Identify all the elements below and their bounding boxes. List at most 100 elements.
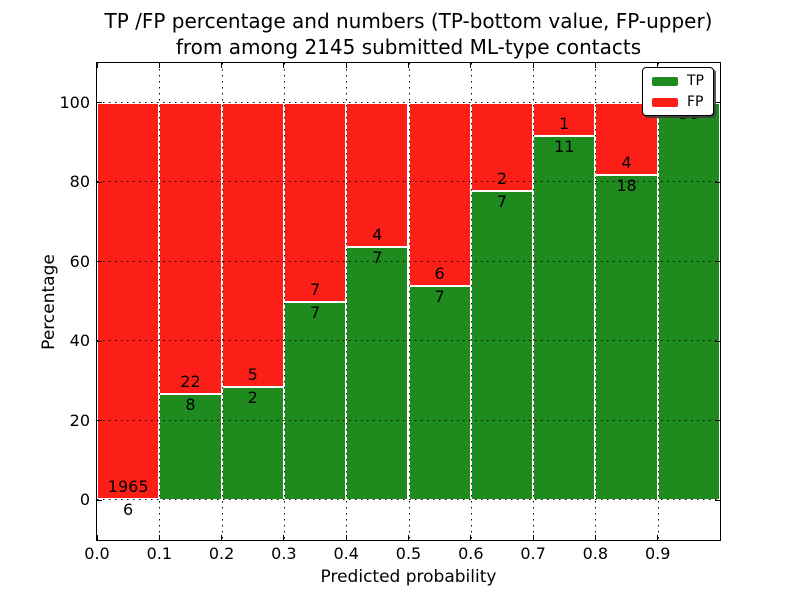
- y-gridline: [97, 499, 720, 501]
- fp-count-label: 22: [180, 372, 201, 392]
- bar-fp-segment: [97, 102, 160, 500]
- x-tick-mark: [594, 535, 596, 540]
- x-tick-mark: [283, 535, 285, 540]
- x-tick-mark: [719, 63, 721, 68]
- legend-label-fp: FP: [687, 94, 704, 110]
- x-tick-label: 0.4: [333, 544, 359, 563]
- y-tick-label: 100: [59, 92, 90, 112]
- y-tick-label: 0: [79, 490, 90, 510]
- y-tick-mark: [715, 340, 720, 342]
- x-tick-label: 0.2: [208, 544, 235, 563]
- y-tick-label: 40: [69, 331, 90, 351]
- bar-tp-segment: [533, 135, 596, 501]
- bar-fp-segment: [221, 102, 284, 387]
- x-tick-label: 0.8: [582, 544, 609, 563]
- tp-count-label: 7: [434, 287, 445, 307]
- plot-area: Percentage Predicted probability 1965 6 22…: [39, 62, 721, 587]
- x-tick-mark: [532, 535, 534, 540]
- x-tick-mark: [408, 535, 409, 540]
- tp-count-label: 6: [123, 500, 134, 520]
- bar-fp-segment: [283, 102, 347, 302]
- fp-count-label: 5: [247, 364, 258, 384]
- legend-entry-fp: FP: [652, 95, 704, 109]
- bar-tp-segment: [595, 175, 658, 501]
- bar-fp-segment: [470, 102, 534, 192]
- fp-count-label: 1965: [107, 477, 149, 497]
- fp-count-label: 1: [559, 113, 570, 133]
- y-tick-mark: [97, 499, 102, 501]
- x-tick-mark: [283, 63, 285, 68]
- tp-count-label: 7: [496, 192, 508, 212]
- x-tick-mark: [532, 63, 534, 68]
- x-tick-mark: [96, 535, 98, 540]
- tp-swatch-icon: [652, 76, 678, 86]
- y-tick-mark: [97, 181, 102, 183]
- y-gridline: [97, 101, 720, 103]
- bar-tp-segment: [657, 102, 720, 501]
- x-tick-label: 0.1: [146, 544, 173, 563]
- x-tick-mark: [221, 535, 223, 540]
- bar-tp-segment: [159, 394, 222, 501]
- y-tick-mark: [715, 181, 720, 183]
- x-tick-mark: [221, 63, 223, 68]
- x-tick-mark: [470, 63, 472, 68]
- y-axis-label-wrap: Percentage: [39, 63, 59, 540]
- bar-tp-segment: [346, 247, 409, 501]
- bar-tp-segment: [470, 191, 534, 501]
- fp-count-label: 4: [372, 225, 383, 245]
- y-tick-label: 20: [69, 410, 90, 430]
- x-tick-mark: [657, 63, 659, 68]
- x-tick-label: 0.0: [84, 544, 110, 563]
- tp-count-label: 2: [247, 387, 258, 407]
- bar-fp-segment: [346, 102, 409, 248]
- x-gridline: [408, 63, 410, 540]
- tp-count-label: 8: [185, 395, 196, 415]
- tp-count-label: 7: [372, 248, 383, 268]
- bar-tp-segment: [408, 286, 471, 501]
- x-gridline: [221, 63, 223, 540]
- x-tick-mark: [345, 63, 347, 68]
- y-tick-mark: [715, 102, 720, 104]
- y-tick-mark: [97, 261, 102, 263]
- bar-fp-segment: [408, 102, 471, 287]
- y-gridline: [97, 419, 720, 421]
- x-gridline: [346, 63, 348, 540]
- y-gridline: [97, 260, 720, 262]
- x-tick-mark: [470, 535, 472, 540]
- fp-swatch-icon: [652, 97, 678, 107]
- fp-count-label: 4: [621, 153, 632, 173]
- bar-fp-segment: [159, 102, 222, 395]
- x-tick-mark: [96, 63, 98, 68]
- x-tick-mark: [158, 63, 160, 68]
- y-tick-label: 80: [69, 172, 90, 192]
- tp-count-label: 18: [616, 176, 637, 196]
- x-tick-mark: [657, 535, 659, 540]
- chart-title-line1: TP /FP percentage and numbers (TP-bottom…: [104, 9, 713, 33]
- tp-count-label: 7: [309, 302, 321, 322]
- fp-count-label: 7: [309, 279, 321, 299]
- chart-title-line2: from among 2145 submitted ML-type contac…: [175, 35, 642, 59]
- x-tick-mark: [345, 535, 347, 540]
- x-tick-label: 0.5: [395, 544, 422, 563]
- y-tick-mark: [715, 499, 720, 501]
- legend-label-tp: TP: [687, 73, 704, 89]
- x-tick-label: 0.3: [271, 544, 297, 563]
- y-gridline: [97, 340, 720, 342]
- x-tick-mark: [594, 63, 596, 68]
- bar-tp-segment: [283, 301, 347, 501]
- legend-entry-tp: TP: [652, 74, 704, 88]
- legend: TP FP: [642, 67, 714, 116]
- x-gridline: [159, 63, 161, 540]
- x-gridline: [283, 63, 285, 540]
- y-tick-mark: [97, 420, 102, 422]
- x-axis-label: Predicted probability: [320, 567, 497, 587]
- x-tick-mark: [719, 535, 721, 540]
- x-gridline: [533, 63, 535, 540]
- x-gridline: [657, 63, 659, 540]
- x-tick-label: 0.6: [458, 544, 484, 563]
- y-tick-mark: [97, 102, 102, 104]
- chart-title: TP /FP percentage and numbers (TP-bottom…: [96, 8, 721, 60]
- x-gridline: [470, 63, 472, 540]
- x-gridline: [595, 63, 597, 540]
